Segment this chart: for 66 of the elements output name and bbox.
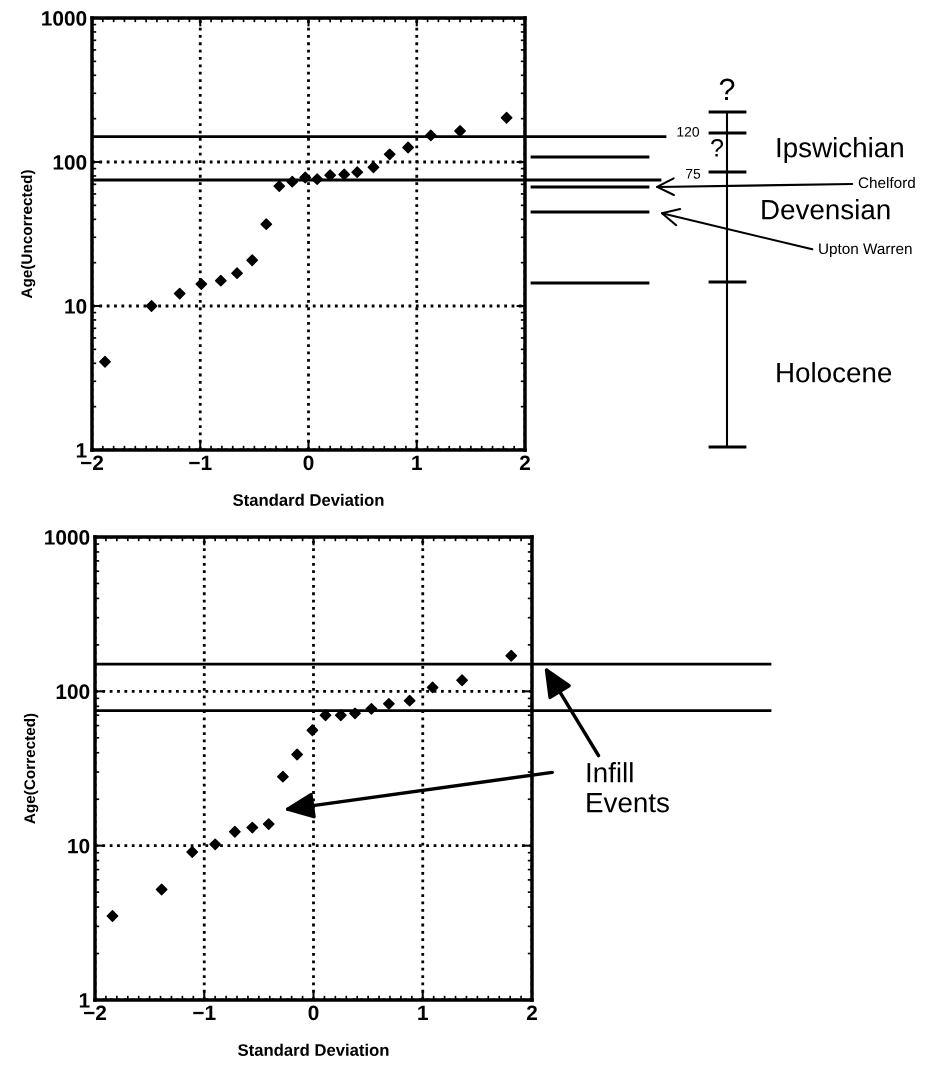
point bbox=[260, 218, 273, 231]
point bbox=[403, 694, 416, 707]
point bbox=[262, 818, 275, 830]
point bbox=[214, 274, 227, 287]
point bbox=[246, 254, 259, 267]
x-tick-label: −1 bbox=[193, 1005, 216, 1020]
point bbox=[426, 681, 439, 694]
point bbox=[306, 724, 319, 737]
point bbox=[351, 166, 364, 179]
point bbox=[456, 674, 468, 687]
point bbox=[424, 129, 437, 142]
point bbox=[99, 355, 111, 368]
text: Chelford bbox=[858, 176, 915, 189]
text: ? bbox=[711, 139, 724, 157]
point bbox=[402, 141, 414, 154]
point bbox=[286, 175, 299, 188]
point bbox=[273, 180, 286, 193]
x-tick-label: 2 bbox=[526, 1005, 537, 1020]
text: Devensian bbox=[762, 199, 890, 220]
text: 120 bbox=[677, 126, 700, 137]
point bbox=[365, 702, 378, 715]
x-tick-label: 0 bbox=[303, 455, 314, 471]
text: Infill Events bbox=[587, 762, 669, 813]
y-tick-label: 1000 bbox=[45, 530, 90, 545]
point bbox=[382, 697, 395, 710]
y-tick-label: 1000 bbox=[42, 11, 87, 26]
x-tick-label: 0 bbox=[308, 1005, 319, 1021]
point bbox=[209, 838, 222, 851]
point bbox=[500, 111, 513, 124]
point bbox=[334, 709, 347, 722]
y-tick-label: 100 bbox=[56, 684, 90, 700]
text: 75 bbox=[685, 169, 701, 179]
x-axis-title: Standard Deviation bbox=[233, 493, 384, 506]
point bbox=[145, 300, 158, 312]
point bbox=[155, 883, 168, 896]
y-axis-title: Age(Corrected) bbox=[23, 713, 39, 824]
point bbox=[367, 161, 380, 174]
x-tick-label: 2 bbox=[519, 455, 530, 470]
point bbox=[173, 287, 186, 300]
point bbox=[349, 707, 361, 720]
y-tick-label: 100 bbox=[53, 155, 87, 170]
y-tick-label: 10 bbox=[65, 299, 87, 314]
point bbox=[291, 748, 304, 761]
point bbox=[195, 278, 208, 290]
x-tick-label: −1 bbox=[189, 455, 212, 470]
text: ? bbox=[719, 78, 735, 100]
x-tick-label: 1 bbox=[412, 455, 422, 470]
point bbox=[319, 709, 332, 722]
point bbox=[228, 825, 241, 838]
text: Holocene bbox=[777, 362, 892, 383]
text: Upton Warren bbox=[819, 243, 912, 258]
point bbox=[299, 171, 312, 184]
point bbox=[277, 770, 289, 783]
point bbox=[246, 821, 259, 834]
point bbox=[383, 148, 396, 161]
y-axis-title: Age(Uncorrected) bbox=[20, 170, 36, 299]
y-tick-label: 10 bbox=[68, 838, 90, 854]
point bbox=[186, 846, 199, 858]
x-tick-label: 1 bbox=[418, 1005, 428, 1020]
point bbox=[505, 649, 518, 662]
point bbox=[106, 910, 119, 922]
point bbox=[454, 125, 466, 137]
text: Ipswichian bbox=[777, 137, 903, 163]
point bbox=[311, 173, 324, 186]
x-axis-title: Standard Deviation bbox=[238, 1043, 389, 1056]
point bbox=[231, 267, 243, 280]
